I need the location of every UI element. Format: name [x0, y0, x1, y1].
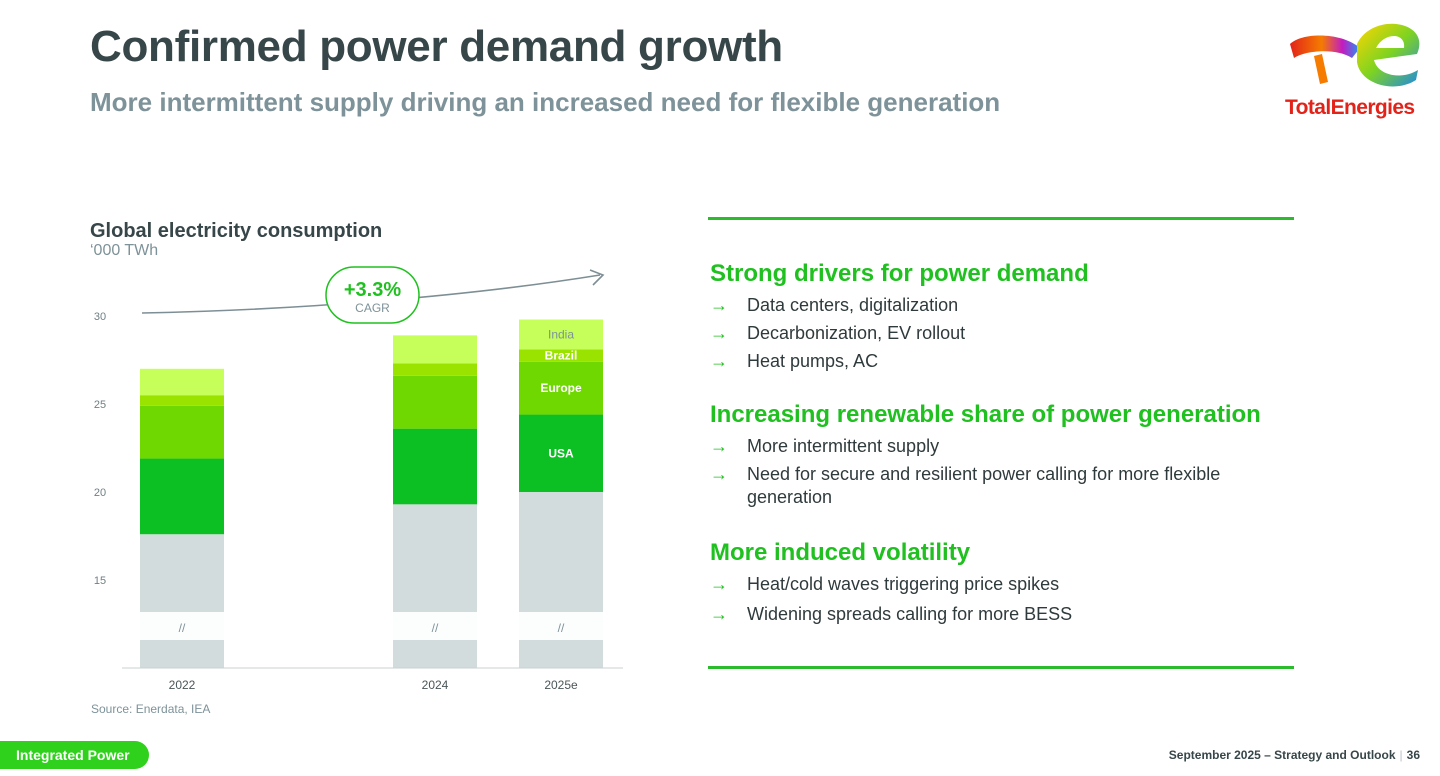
arrow-right-icon: → — [710, 295, 728, 315]
list-item: → Need for secure and resilient power cal… — [710, 464, 1221, 507]
bar-segment-india-2024 — [393, 335, 477, 364]
section-tag: Integrated Power — [0, 741, 149, 769]
page-number: 36 — [1406, 748, 1420, 762]
brand-name: TotalEnergies — [1285, 96, 1415, 119]
list-item: → Data centers, digitalization — [710, 295, 959, 315]
axis-break-band — [392, 612, 478, 640]
page-subtitle: More intermittent supply driving an incr… — [90, 87, 1001, 117]
cagr-badge — [325, 266, 420, 324]
bar-segment-europe-2024 — [393, 375, 477, 429]
axis-break-mark: // — [179, 621, 186, 635]
x-tick-label: 2024 — [422, 678, 449, 692]
totalenergies-logo-icon — [1290, 23, 1420, 87]
axis-break-band — [139, 612, 225, 640]
chart-source: Source: Enerdata, IEA — [91, 702, 211, 716]
arrow-right-icon: → — [710, 323, 728, 343]
list-item: → More intermittent supply — [710, 436, 940, 456]
section-heading: Strong drivers for power demand — [710, 260, 1089, 287]
y-tick-label: 15 — [94, 575, 106, 587]
axis-break-mark: // — [558, 621, 565, 635]
arrow-right-icon: → — [710, 464, 728, 484]
segment-label: Europe — [540, 381, 582, 395]
cagr-arrow-icon — [589, 269, 605, 286]
top-divider — [708, 217, 1294, 220]
list-item: → Decarbonization, EV rollout — [710, 323, 966, 343]
bar-segment-india-2025e — [519, 319, 603, 350]
list-item: → Heat pumps, AC — [710, 351, 879, 371]
axis-break-mark: // — [432, 621, 439, 635]
arrow-right-icon: → — [710, 351, 728, 371]
arrow-right-icon: → — [710, 604, 728, 624]
bar-segment-row-2025e — [519, 492, 603, 668]
segment-label: Brazil — [545, 349, 578, 363]
list-item: → Heat/cold waves triggering price spikes — [710, 574, 1060, 594]
bar-segment-europe-2022 — [140, 405, 224, 459]
list-item: → Widening spreads calling for more BESS — [710, 604, 1073, 624]
bar-segment-row-2022 — [140, 534, 224, 668]
section-volatility: More induced volatility → Heat/cold waves… — [710, 539, 1310, 631]
cagr-value: +3.3% — [344, 279, 401, 301]
footer-date: September 2025 – Strategy and Outlook — [1168, 748, 1396, 762]
section-heading: More induced volatility — [710, 539, 971, 566]
section-power-demand: Strong drivers for power demand → Data ce… — [710, 260, 1310, 378]
y-tick-label: 20 — [94, 487, 106, 499]
bottom-divider — [708, 666, 1294, 669]
segment-label: USA — [548, 446, 574, 460]
x-tick-label: 2025e — [544, 678, 578, 692]
chart-units: ‘000 TWh — [90, 242, 159, 259]
page-title: Confirmed power demand growth — [90, 22, 783, 71]
bar-segment-usa-2022 — [140, 458, 224, 535]
bar-segment-brazil-2025e — [519, 349, 603, 362]
chart-title: Global electricity consumption — [90, 220, 383, 242]
section-heading: Increasing renewable share of power gene… — [710, 401, 1261, 428]
axis-break-band — [518, 612, 604, 640]
segment-label: India — [548, 327, 574, 341]
bar-segment-brazil-2024 — [393, 363, 477, 376]
bar-segment-row-2024 — [393, 504, 477, 668]
bar-segment-usa-2025e — [519, 414, 603, 492]
bar-segment-europe-2025e — [519, 361, 603, 415]
arrow-right-icon: → — [710, 436, 728, 456]
x-tick-label: 2022 — [169, 678, 196, 692]
bar-segment-brazil-2022 — [140, 395, 224, 406]
y-tick-label: 30 — [94, 311, 106, 323]
bar-segment-usa-2024 — [393, 428, 477, 505]
bar-segment-india-2022 — [140, 368, 224, 396]
cagr-label: CAGR — [355, 301, 390, 315]
section-renewable-share: Increasing renewable share of power gene… — [710, 401, 1310, 514]
consumption-chart: 15202530//2022//2024RoWUSAEuropeBrazilIn… — [94, 266, 623, 692]
footer-info: September 2025 – Strategy and Outlook | 36 — [1169, 748, 1420, 762]
y-tick-label: 25 — [94, 399, 106, 411]
arrow-right-icon: → — [710, 574, 728, 594]
footer-separator: | — [1399, 748, 1403, 762]
